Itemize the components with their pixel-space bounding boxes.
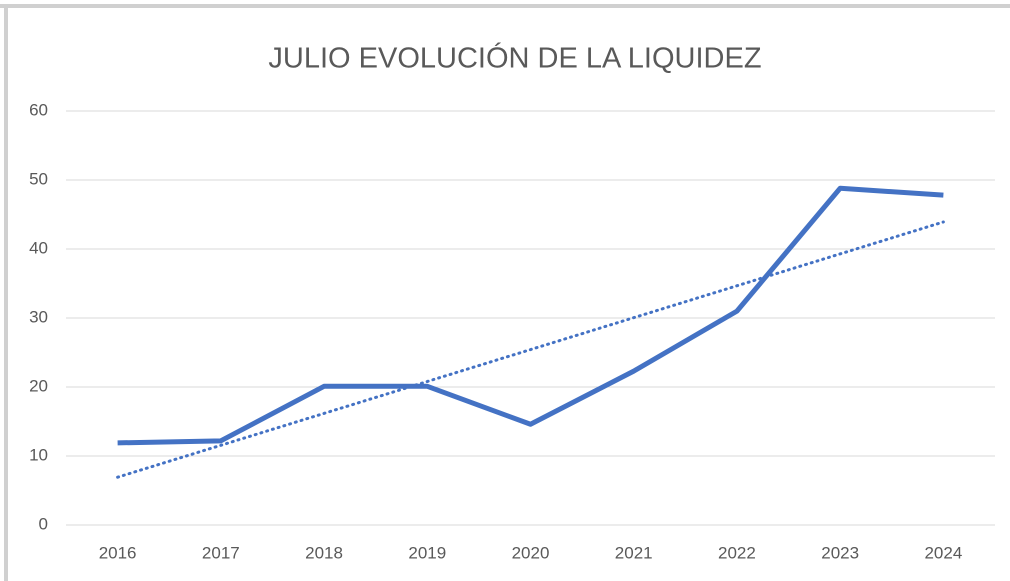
- data-line: [117, 185, 944, 446]
- y-tick-label: 10: [29, 445, 48, 464]
- y-tick-label: 0: [39, 514, 48, 533]
- x-tick-label: 2023: [821, 543, 859, 562]
- x-tick-label: 2018: [305, 543, 343, 562]
- y-tick-label: 20: [29, 376, 48, 395]
- y-tick-label: 60: [29, 100, 48, 119]
- y-tick-label: 50: [29, 169, 48, 188]
- chart-title: JULIO EVOLUCIÓN DE LA LIQUIDEZ: [268, 42, 761, 75]
- x-tick-label: 2020: [512, 543, 550, 562]
- x-tick-label: 2019: [408, 543, 446, 562]
- y-tick-label: 40: [29, 238, 48, 257]
- trendline: [116, 220, 945, 479]
- y-tick-label: 30: [29, 307, 48, 326]
- x-tick-label: 2017: [202, 543, 240, 562]
- x-tick-label: 2021: [615, 543, 653, 562]
- x-tick-label: 2024: [924, 543, 962, 562]
- x-tick-label: 2016: [99, 543, 137, 562]
- x-tick-label: 2022: [718, 543, 756, 562]
